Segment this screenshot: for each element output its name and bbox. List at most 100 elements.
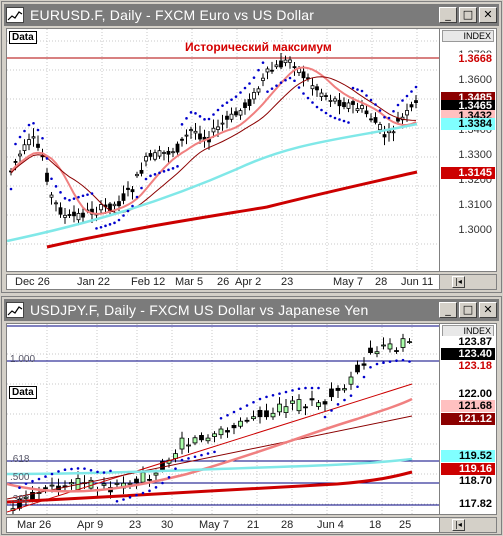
candle-body <box>310 85 315 90</box>
candle-body <box>283 406 289 413</box>
candle-body <box>99 204 103 211</box>
sar-dot <box>356 385 359 389</box>
candle-body <box>355 364 360 373</box>
candle-body <box>231 425 237 429</box>
candle-body <box>81 212 85 218</box>
candle-body <box>180 138 184 141</box>
sar-dot <box>378 109 382 112</box>
candle-body <box>193 130 198 134</box>
candle-body <box>166 150 171 155</box>
candle-body <box>274 64 279 68</box>
close-button[interactable]: ✕ <box>479 302 497 318</box>
candle-body <box>134 478 139 484</box>
usdjpy-chart-window: USDJPY.F, Daily - FXCM US Dollar vs Japa… <box>1 296 502 535</box>
time-axis-label: 23 <box>129 519 142 531</box>
time-axis-label: 25 <box>399 519 412 531</box>
sar-dot <box>76 467 80 470</box>
sar-dot <box>108 223 112 226</box>
candle-body <box>225 430 230 433</box>
sar-dot <box>388 360 392 363</box>
sar-dot <box>83 467 86 470</box>
candle-body <box>261 77 265 81</box>
candle-body <box>205 437 211 442</box>
sar-dot <box>356 88 359 91</box>
sar-dot <box>148 489 151 493</box>
usdjpy-scroll-controls[interactable]: |◂ <box>439 517 497 533</box>
sar-dot <box>401 358 405 362</box>
sar-dot <box>382 361 385 364</box>
time-axis-label: Jun 11 <box>401 276 434 288</box>
sar-dot <box>167 476 171 479</box>
sar-dot <box>180 123 184 126</box>
sar-dot <box>396 103 400 107</box>
minimize-button[interactable]: _ <box>439 302 457 318</box>
sar-dot <box>239 407 242 411</box>
candle-body <box>256 88 261 93</box>
candle-body <box>337 99 342 107</box>
sar-dot <box>102 471 106 474</box>
historic-max-annotation: Исторический максимум <box>185 40 332 54</box>
candle-body <box>186 444 191 447</box>
candle-body <box>147 478 152 481</box>
chart-app-icon <box>6 7 24 23</box>
sar-dot <box>293 79 296 83</box>
sar-dot <box>375 362 379 366</box>
sar-dot <box>131 204 134 208</box>
maximize-button[interactable]: □ <box>459 7 477 23</box>
sar-dot <box>44 475 47 478</box>
time-axis-label: 28 <box>375 276 388 288</box>
candle-body <box>36 143 40 148</box>
candle-body <box>43 487 48 490</box>
candle-body <box>264 410 269 418</box>
sar-dot <box>365 94 368 97</box>
sar-dot <box>343 398 346 402</box>
sar-dot <box>68 198 71 202</box>
minimize-button[interactable]: _ <box>439 7 457 23</box>
usdjpy-plot-area[interactable]: Data .236 1.000 .618 .500 .382 <box>6 323 443 515</box>
sar-dot <box>144 177 148 181</box>
sar-dot <box>36 128 40 132</box>
usdjpy-data-label: Data <box>9 386 37 399</box>
moving-average-darkred <box>10 76 417 214</box>
sar-dot <box>336 403 340 406</box>
sar-dot <box>284 390 288 394</box>
sar-dot <box>239 91 242 94</box>
candle-body <box>378 124 382 131</box>
sar-dot <box>257 68 260 72</box>
scroll-home-button[interactable]: |◂ <box>452 276 465 288</box>
sar-dot <box>86 193 89 196</box>
sar-dot <box>128 496 132 499</box>
sar-dot <box>320 108 323 112</box>
sar-dot <box>50 177 53 181</box>
candle-body <box>114 483 120 485</box>
sar-dot <box>317 386 320 390</box>
candle-body <box>381 344 386 347</box>
maximize-button[interactable]: □ <box>459 302 477 318</box>
price-level-label: 123.87 <box>441 336 495 348</box>
candle-body <box>374 351 380 355</box>
time-axis-label: Apr 9 <box>77 519 104 531</box>
sar-dot <box>176 165 179 168</box>
eurusd-title-bar[interactable]: EURUSD.F, Daily - FXCM Euro vs US Dollar… <box>4 4 499 26</box>
price-level-label: 119.52 <box>441 450 495 462</box>
candle-body <box>23 496 29 499</box>
sar-dot <box>135 195 139 199</box>
usdjpy-title-bar[interactable]: USDJPY.F, Daily - FXCM US Dollar vs Japa… <box>4 299 499 321</box>
candle-body <box>322 401 328 405</box>
sar-dot <box>284 78 287 82</box>
candle-body <box>171 151 175 154</box>
candle-body <box>121 193 126 201</box>
eurusd-plot-area[interactable]: Data Исторический максимум <box>6 28 443 272</box>
sar-dot <box>187 457 190 460</box>
eurusd-scroll-controls[interactable]: |◂ <box>439 274 497 290</box>
sar-dot <box>59 191 62 194</box>
sar-dot <box>162 170 166 173</box>
sar-dot <box>135 493 138 497</box>
scroll-home-button[interactable]: |◂ <box>452 519 465 531</box>
sar-dot <box>212 113 215 116</box>
time-axis-label: May 7 <box>333 276 363 288</box>
eurusd-price-scale[interactable]: INDEX 1.37001.36001.35001.34001.33001.32… <box>439 28 497 272</box>
sar-dot <box>185 117 188 120</box>
usdjpy-price-scale[interactable]: INDEX 123.87 123.40 123.18 122.00 121.68 121.… <box>439 323 497 515</box>
close-button[interactable]: ✕ <box>479 7 497 23</box>
